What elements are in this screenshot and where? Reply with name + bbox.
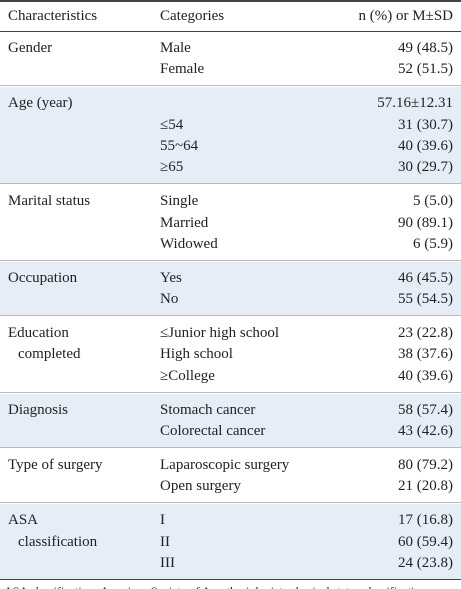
category: Laparoscopic surgery [160, 457, 290, 473]
characteristic: Education [8, 325, 69, 342]
category: Yes [160, 269, 182, 286]
header-cell: Characteristics [8, 8, 98, 24]
category: No [160, 291, 179, 308]
group-rule [0, 391, 461, 393]
category: ≥College [160, 367, 215, 384]
value: 58 (57.4) [398, 401, 453, 418]
row-band [0, 87, 461, 184]
category: High school [160, 346, 233, 363]
header-cell: n (%) or M±SD [358, 8, 453, 24]
value: 49 (48.5) [398, 40, 453, 56]
bottom-rule [0, 578, 461, 580]
characteristic: classification [18, 533, 98, 550]
value: 24 (23.8) [398, 554, 453, 571]
value: 17 (16.8) [398, 512, 453, 529]
characteristic: Age (year) [8, 95, 73, 112]
row-band [0, 261, 461, 316]
group-rule [0, 183, 461, 185]
header-cell: Categories [160, 8, 225, 24]
value: 52 (51.5) [398, 61, 453, 78]
category: Male [160, 40, 191, 56]
category: Open surgery [160, 478, 241, 495]
group-rule [0, 447, 461, 448]
value: 30 (29.7) [398, 159, 453, 176]
characteristic: Occupation [8, 269, 78, 286]
category: 55~64 [160, 137, 199, 154]
group-rule [0, 259, 461, 261]
category: II [160, 533, 170, 550]
category: Female [160, 61, 205, 78]
group-rule [0, 85, 461, 87]
value: 60 (59.4) [398, 533, 453, 550]
characteristic: ASA [8, 512, 39, 529]
value: 38 (37.6) [398, 346, 453, 363]
group-rule [0, 502, 461, 504]
header-rule [0, 31, 461, 32]
category: ≥65 [160, 159, 184, 176]
value: 5 (5.0) [413, 193, 453, 210]
value: 40 (39.6) [398, 367, 453, 384]
value: 90 (89.1) [398, 214, 453, 231]
characteristic: completed [18, 346, 81, 363]
value: 80 (79.2) [398, 457, 453, 473]
row-band [0, 504, 461, 579]
value: 40 (39.6) [398, 137, 453, 154]
category: Married [160, 214, 209, 231]
characteristic: Marital status [8, 193, 91, 210]
value: 6 (5.9) [413, 235, 453, 252]
value: 43 (42.6) [398, 423, 453, 439]
category: Single [160, 193, 199, 210]
category: Widowed [160, 235, 218, 252]
value: 46 (45.5) [398, 269, 453, 286]
group-rule [0, 315, 461, 317]
value: 23 (22.8) [398, 325, 453, 342]
characteristic: Diagnosis [8, 401, 68, 418]
value: 21 (20.8) [398, 478, 453, 495]
value: 31 (30.7) [398, 116, 453, 133]
category: ≤Junior high school [160, 325, 280, 342]
value: 55 (54.5) [398, 291, 453, 308]
category: Colorectal cancer [160, 423, 266, 439]
footnote: ASA classification=American Society of A… [4, 582, 429, 589]
category: Stomach cancer [160, 401, 256, 418]
category: III [160, 554, 175, 571]
category: ≤54 [160, 116, 184, 133]
characteristic: Gender [8, 40, 53, 56]
value: 57.16±12.31 [377, 95, 453, 112]
top-rule [0, 0, 461, 2]
category: I [160, 512, 165, 529]
characteristic: Type of surgery [8, 457, 103, 473]
row-band [0, 393, 461, 447]
